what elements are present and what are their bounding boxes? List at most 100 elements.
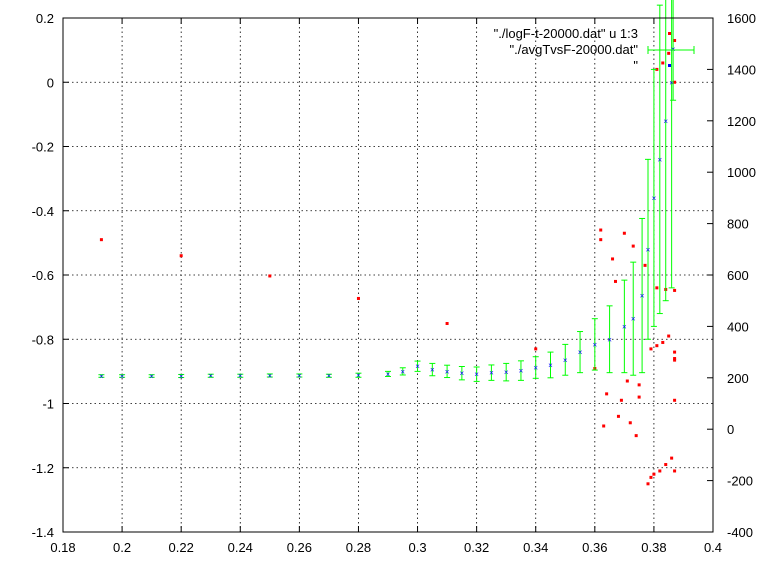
error-bar-point: ×: [473, 366, 480, 382]
y2-tick-label: 1000: [727, 165, 756, 180]
data-point-marker: ×: [622, 322, 627, 331]
data-point-marker: ×: [356, 371, 361, 380]
error-bar-point: ×: [645, 158, 651, 340]
error-bar-point: ×: [621, 279, 628, 374]
data-point: [673, 80, 677, 84]
error-bar-point: ×: [517, 360, 524, 381]
data-point-marker: ×: [386, 370, 391, 379]
data-point: [614, 279, 617, 283]
data-point: [670, 456, 674, 460]
data-point: [605, 392, 609, 396]
data-point-marker: ×: [663, 117, 668, 126]
error-bar-point: ×: [178, 372, 185, 381]
error-bar-point: ×: [237, 372, 244, 381]
y-tick-label: -1.4: [32, 525, 54, 540]
data-point-marker: ×: [652, 194, 657, 203]
data-point: [625, 379, 629, 383]
y2-tick-label: 800: [727, 217, 749, 232]
error-bar-point: ×: [296, 371, 303, 380]
x-tick-label: 0.26: [287, 540, 312, 555]
data-point-marker: ×: [400, 367, 405, 376]
data-point-marker: ×: [646, 245, 651, 254]
data-point: [664, 463, 668, 467]
legend-entry: "./avgTvsF-20000.dat": [510, 42, 695, 57]
data-point-marker: ×: [327, 372, 332, 381]
data-point-marker: ×: [208, 372, 213, 381]
data-point: [637, 395, 641, 399]
y2-tick-label: 600: [727, 268, 749, 283]
x-tick-label: 0.3: [409, 540, 427, 555]
data-point: [673, 288, 677, 292]
x-tick-label: 0.22: [169, 540, 194, 555]
error-bar-point: ×: [119, 372, 126, 381]
legend: "./logF-t-20000.dat" u 1:3"./avgTvsF-200…: [494, 26, 695, 73]
data-point: [622, 231, 626, 235]
error-bar-point: ×: [399, 367, 406, 376]
error-bar-point: ×: [444, 364, 451, 379]
error-bar-point: ×: [630, 261, 637, 376]
x-tick-label: 0.18: [50, 540, 75, 555]
data-point: [667, 51, 671, 55]
data-point: [619, 398, 623, 402]
data-point: [634, 434, 638, 438]
data-point-marker: ×: [607, 335, 612, 344]
data-point-marker: ×: [519, 367, 524, 376]
data-point: [602, 424, 606, 428]
data-point-marker: ×: [669, 78, 674, 87]
error-bar-point: ×: [591, 318, 598, 371]
data-point: [661, 340, 665, 344]
error-bar-point: ×: [547, 351, 554, 379]
error-bar-point: ×: [562, 343, 569, 376]
y2-tick-label: 400: [727, 319, 749, 334]
x-tick-label: 0.36: [582, 540, 607, 555]
data-point: [611, 257, 615, 261]
data-point-marker: ×: [671, 45, 676, 54]
data-point-marker: ×: [474, 370, 479, 379]
y2-tick-label: 0: [727, 422, 734, 437]
data-point: [652, 472, 656, 476]
data-point: [667, 334, 671, 338]
data-point-marker: ×: [415, 362, 420, 371]
data-point-marker: ×: [238, 372, 243, 381]
data-point: [99, 238, 103, 242]
error-bar-point: ×: [325, 372, 332, 381]
error-bar-point: ×: [650, 68, 657, 327]
data-point-marker: ×: [657, 155, 662, 164]
data-point-marker: ×: [489, 369, 494, 378]
error-bar-point: ×: [577, 331, 584, 374]
error-bar-point: ×: [385, 370, 391, 379]
data-point: [658, 469, 662, 473]
error-bar-point: ×: [656, 4, 663, 315]
error-bar-point: ×: [639, 217, 646, 374]
data-point: [673, 469, 677, 473]
x-tick-label: 0.28: [346, 540, 371, 555]
data-point: [649, 347, 653, 351]
data-point: [646, 482, 650, 486]
data-point: [673, 358, 677, 362]
data-point-marker: ×: [120, 372, 125, 381]
data-point: [616, 414, 620, 418]
data-point: [643, 263, 647, 267]
y-tick-label: -0.2: [32, 140, 54, 155]
data-point-marker: ×: [149, 372, 154, 381]
data-point-marker: ×: [640, 292, 645, 301]
error-bar-point: ×: [98, 372, 105, 381]
legend-label: "./logF-t-20000.dat" u 1:3: [494, 26, 638, 41]
plot-area: × × × × × × × × × × × × × × × × × × × × × × × × × × × × × × × × × × ×: [98, 0, 677, 486]
y-tick-label: -0.8: [32, 332, 54, 347]
data-point: [445, 322, 449, 326]
y2-tick-label: 1400: [727, 62, 756, 77]
y2-tick-label: 1600: [727, 11, 756, 26]
data-point-marker: ×: [631, 315, 636, 324]
data-point: [179, 254, 183, 258]
y2-tick-label: -200: [727, 474, 753, 489]
data-point: [661, 61, 665, 65]
y2-tick-label: -400: [727, 525, 753, 540]
error-bar-point: ×: [488, 364, 495, 381]
axes: 0.18 0.2 0.22 0.24 0.26 0.28 0.3 0.32 0.34 0.36 0.…: [32, 11, 756, 555]
data-point-marker: ×: [297, 371, 302, 380]
data-point: [673, 38, 677, 42]
legend-swatch: [668, 64, 671, 67]
data-point: [637, 383, 641, 387]
